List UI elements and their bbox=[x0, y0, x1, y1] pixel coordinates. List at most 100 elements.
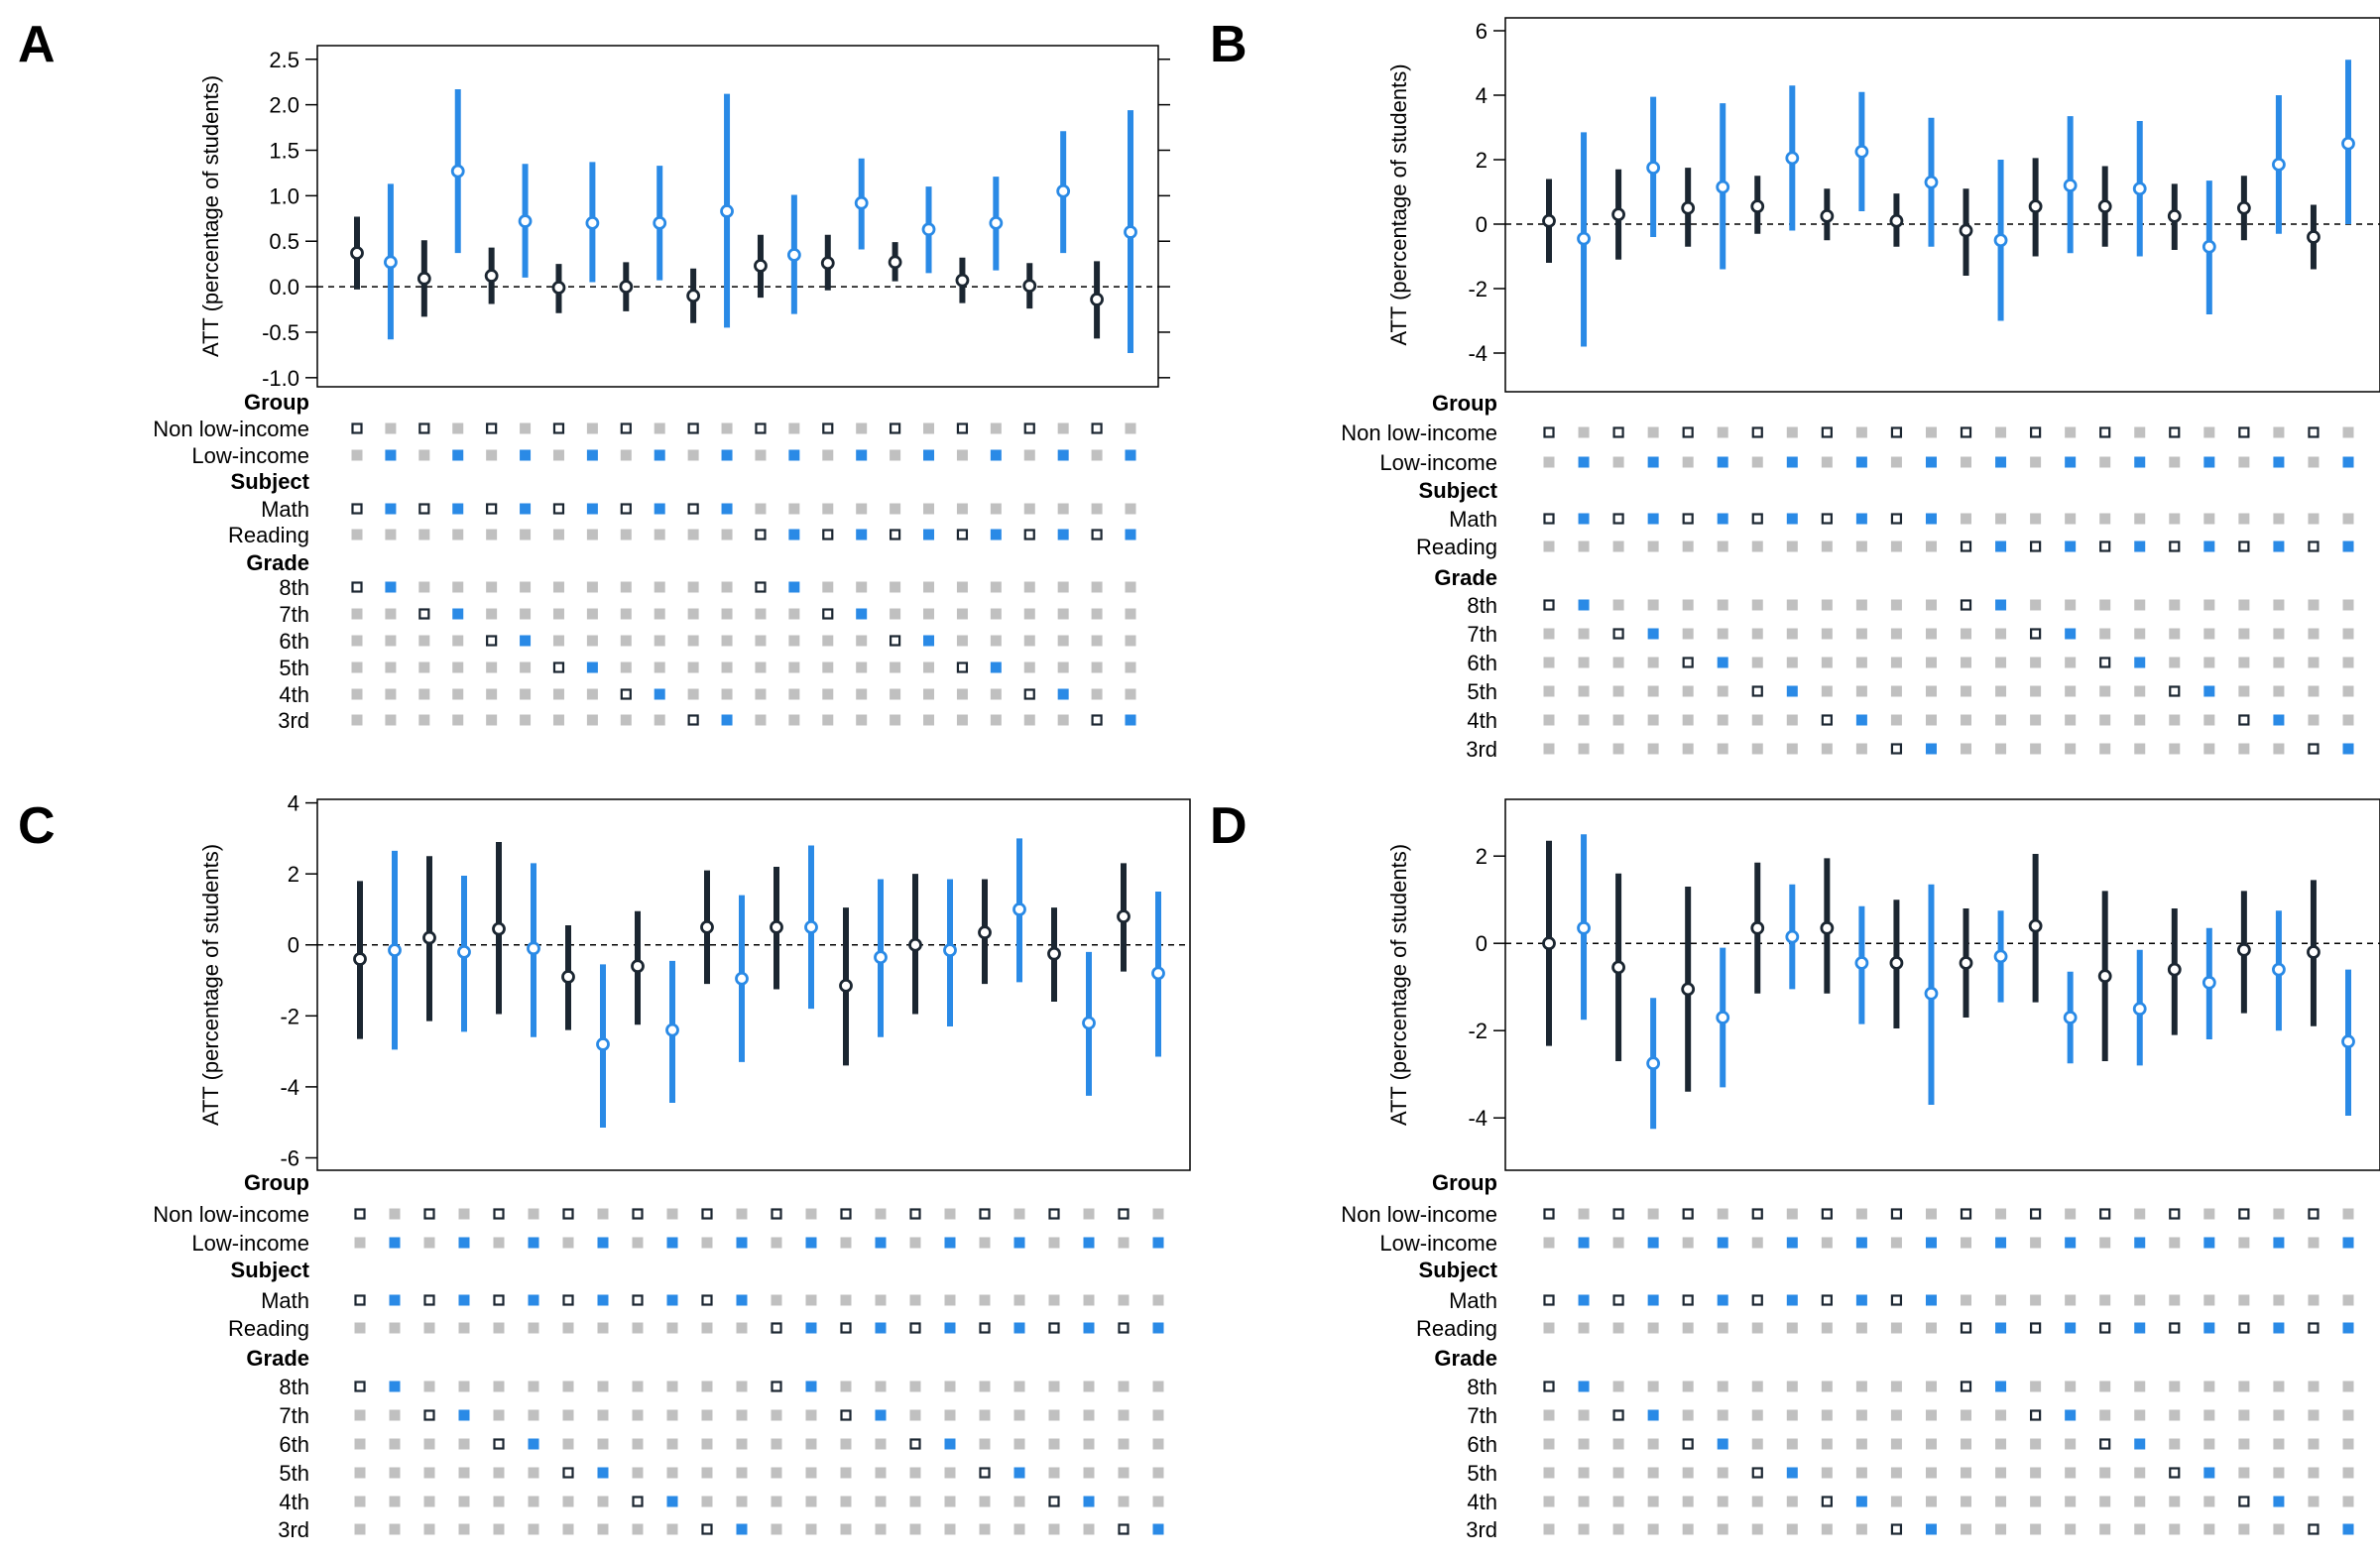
matrix-cell-inactive bbox=[840, 1294, 852, 1306]
matrix-cell-inactive bbox=[2273, 1294, 2285, 1306]
matrix-cell-inactive bbox=[1961, 1467, 1972, 1479]
matrix-cell-inactive bbox=[979, 1523, 991, 1535]
matrix-cell-inactive bbox=[736, 1208, 748, 1220]
matrix-cell-inactive bbox=[1543, 1322, 1555, 1334]
matrix-cell-low bbox=[1995, 599, 2007, 611]
matrix-cell-inactive bbox=[1855, 541, 1867, 552]
y-tick-label: 4 bbox=[1476, 83, 1488, 108]
matrix-cell-inactive bbox=[1855, 1381, 1867, 1392]
matrix-cell-low bbox=[1057, 688, 1069, 700]
matrix-cell-inactive bbox=[2203, 1438, 2215, 1450]
matrix-cell-inactive bbox=[1890, 628, 1902, 640]
matrix-cell-low bbox=[2134, 456, 2146, 468]
matrix-cell-inactive bbox=[1682, 541, 1694, 552]
matrix-cell-inactive bbox=[822, 661, 834, 673]
matrix-cell-inactive bbox=[654, 422, 665, 434]
matrix-cell-inactive bbox=[1048, 1381, 1060, 1392]
matrix-cell-low bbox=[1013, 1237, 1025, 1249]
point-estimate bbox=[1022, 279, 1037, 294]
matrix-cell-inactive bbox=[956, 688, 968, 700]
matrix-cell-inactive bbox=[458, 1438, 470, 1450]
matrix-cell-low bbox=[1083, 1322, 1095, 1334]
matrix-cell-inactive bbox=[1083, 1467, 1095, 1479]
matrix-cell-low bbox=[1995, 1381, 2007, 1392]
matrix-cell-inactive bbox=[2273, 599, 2285, 611]
matrix-cell-low bbox=[520, 635, 532, 647]
matrix-cell-inactive bbox=[2342, 1496, 2354, 1507]
matrix-cell-inactive bbox=[2342, 1381, 2354, 1392]
matrix-cell-inactive bbox=[2308, 599, 2320, 611]
matrix-cell-low bbox=[2203, 541, 2215, 552]
matrix-cell-low bbox=[1855, 1496, 1867, 1507]
y-tick-label: -2 bbox=[1468, 1019, 1488, 1043]
matrix-cell-inactive bbox=[1578, 1523, 1590, 1535]
matrix-cell-inactive bbox=[1013, 1409, 1025, 1421]
matrix-cell-inactive bbox=[1118, 1294, 1130, 1306]
matrix-cell-inactive bbox=[805, 1523, 817, 1535]
matrix-cell-inactive bbox=[1890, 1381, 1902, 1392]
matrix-cell-inactive bbox=[354, 1467, 366, 1479]
point-estimate bbox=[2236, 200, 2251, 215]
matrix-cell-low bbox=[1083, 1237, 1095, 1249]
matrix-cell-inactive bbox=[1612, 657, 1624, 668]
y-tick-label: 1.0 bbox=[269, 183, 299, 208]
matrix-cell-low bbox=[2342, 541, 2354, 552]
matrix-cell-inactive bbox=[1048, 1438, 1060, 1450]
matrix-cell-inactive bbox=[687, 581, 699, 593]
matrix-cell-inactive bbox=[1125, 503, 1136, 515]
matrix-cell-inactive bbox=[423, 1467, 435, 1479]
matrix-cell-inactive bbox=[755, 503, 767, 515]
point-estimate bbox=[1047, 946, 1061, 961]
matrix-row-label: 8th bbox=[1467, 1375, 1497, 1399]
matrix-cell-inactive bbox=[2308, 1496, 2320, 1507]
matrix-cell-inactive bbox=[1995, 657, 2007, 668]
matrix-cell-low bbox=[1125, 449, 1136, 461]
matrix-cell-low bbox=[1647, 1237, 1659, 1249]
matrix-cell-inactive bbox=[2342, 1208, 2354, 1220]
matrix-cell-inactive bbox=[840, 1467, 852, 1479]
matrix-cell-low bbox=[1717, 657, 1728, 668]
panel-letter: A bbox=[18, 16, 56, 73]
matrix-cell-inactive bbox=[1647, 714, 1659, 726]
matrix-cell-inactive bbox=[654, 581, 665, 593]
matrix-cell-inactive bbox=[687, 608, 699, 620]
matrix-cell-inactive bbox=[423, 1496, 435, 1507]
matrix-cell-inactive bbox=[2030, 513, 2042, 525]
matrix-cell-inactive bbox=[418, 529, 430, 541]
matrix-cell-inactive bbox=[1786, 743, 1798, 755]
matrix-cell-inactive bbox=[597, 1322, 609, 1334]
point-estimate bbox=[1681, 200, 1696, 215]
matrix-cell-inactive bbox=[1890, 1409, 1902, 1421]
matrix-cell-inactive bbox=[2169, 1438, 2181, 1450]
point-estimate bbox=[1889, 213, 1904, 228]
matrix-cell-inactive bbox=[1855, 1438, 1867, 1450]
point-estimate bbox=[422, 930, 436, 945]
point-estimate bbox=[1959, 956, 1973, 970]
matrix-cell-nonlow bbox=[1682, 513, 1694, 525]
matrix-cell-low bbox=[1925, 456, 1937, 468]
matrix-cell-inactive bbox=[1751, 1322, 1763, 1334]
matrix-cell-nonlow bbox=[2030, 1409, 2042, 1421]
point-estimate bbox=[1082, 1016, 1096, 1030]
matrix-cell-low bbox=[586, 661, 598, 673]
matrix-cell-inactive bbox=[654, 661, 665, 673]
matrix-cell-inactive bbox=[1751, 657, 1763, 668]
matrix-cell-nonlow bbox=[2169, 1208, 2181, 1220]
matrix-cell-inactive bbox=[687, 635, 699, 647]
matrix-cell-low bbox=[666, 1237, 678, 1249]
matrix-cell-inactive bbox=[944, 1467, 956, 1479]
matrix-cell-low bbox=[856, 449, 868, 461]
matrix-cell-nonlow bbox=[2099, 1438, 2111, 1450]
matrix-row-label: 7th bbox=[279, 1403, 309, 1428]
point-estimate bbox=[943, 943, 957, 958]
matrix-cell-inactive bbox=[1995, 426, 2007, 438]
matrix-cell-inactive bbox=[890, 449, 901, 461]
matrix-cell-inactive bbox=[1855, 1409, 1867, 1421]
matrix-cell-inactive bbox=[2203, 426, 2215, 438]
matrix-cell-low bbox=[1717, 1438, 1728, 1450]
matrix-cell-nonlow bbox=[2030, 1208, 2042, 1220]
matrix-cell-nonlow bbox=[771, 1322, 782, 1334]
matrix-cell-nonlow bbox=[1543, 513, 1555, 525]
matrix-cell-inactive bbox=[2134, 1294, 2146, 1306]
